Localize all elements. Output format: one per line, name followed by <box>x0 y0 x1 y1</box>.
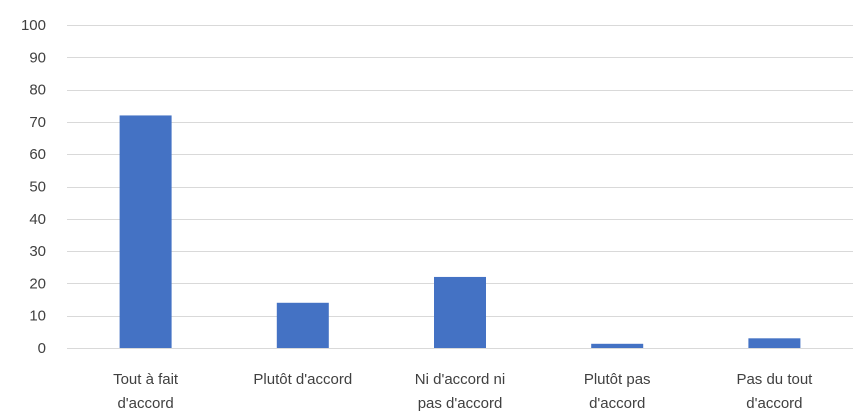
x-category-label-line: Pas du tout <box>736 371 813 388</box>
x-category-label-line: Plutôt d'accord <box>253 371 352 388</box>
y-tick-label: 70 <box>29 114 46 131</box>
x-category-label-line: d'accord <box>589 395 645 412</box>
y-tick-label: 80 <box>29 82 46 99</box>
y-tick-label: 50 <box>29 179 46 196</box>
y-tick-label: 90 <box>29 49 46 66</box>
x-category-label-line: Tout à fait <box>113 371 179 388</box>
y-tick-label: 60 <box>29 146 46 163</box>
bar <box>434 276 486 348</box>
x-category-label-line: Plutôt pas <box>584 371 651 388</box>
x-category-label: Plutôt pas d'accord <box>584 371 651 412</box>
y-tick-label: 40 <box>29 211 46 228</box>
x-category-label: Plutôt d'accord <box>253 371 352 388</box>
bar <box>276 302 329 348</box>
x-axis-labels: Tout à fait d'accord Plutôt d'accord Ni d'a… <box>113 371 813 412</box>
x-category-label: Tout à fait d'accord <box>113 371 179 412</box>
x-category-label-line: d'accord <box>117 395 173 412</box>
gridlines <box>67 25 853 349</box>
bars <box>119 115 801 348</box>
y-tick-label: 0 <box>38 340 46 357</box>
x-category-label-line: pas d'accord <box>418 395 503 412</box>
x-category-label: Pas du tout d'accord <box>736 371 813 412</box>
y-tick-label: 10 <box>29 308 46 325</box>
y-axis-ticks: 0 10 20 30 40 50 60 70 80 90 100 <box>21 17 46 357</box>
bar <box>119 115 172 348</box>
y-tick-label: 100 <box>21 17 46 34</box>
bar <box>748 338 801 348</box>
y-tick-label: 20 <box>29 275 46 292</box>
x-category-label-line: d'accord <box>746 395 802 412</box>
x-category-label-line: Ni d'accord ni <box>415 371 505 388</box>
bar <box>591 343 644 348</box>
x-category-label: Ni d'accord ni pas d'accord <box>415 371 505 412</box>
y-tick-label: 30 <box>29 243 46 260</box>
